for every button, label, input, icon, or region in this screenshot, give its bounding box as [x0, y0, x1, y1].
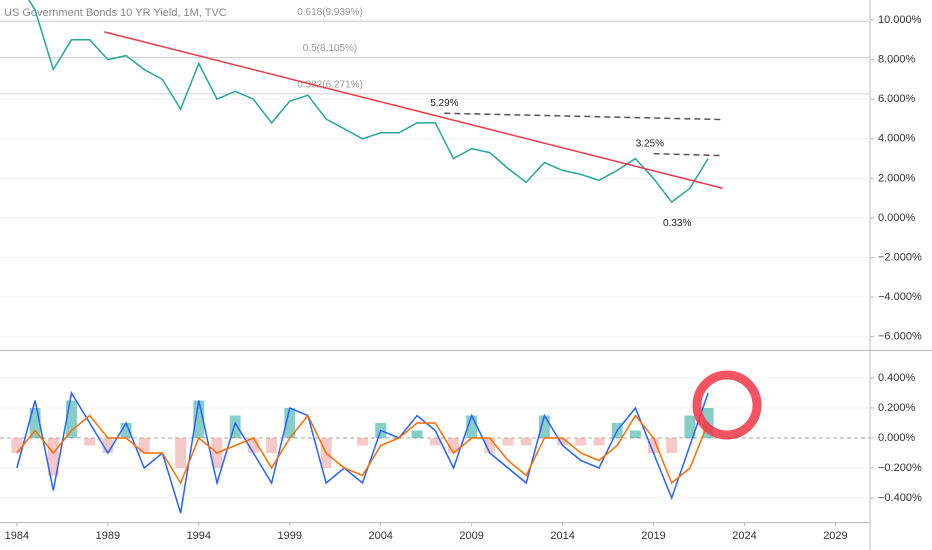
x-tick-label: 2019 [641, 530, 665, 542]
y-tick-label: −4.000% [878, 291, 922, 303]
histogram-bar [629, 430, 641, 438]
histogram-bar [138, 437, 150, 453]
histogram-bar [411, 430, 423, 438]
y-tick-label: 0.000% [878, 212, 916, 224]
x-tick-label: 2009 [459, 530, 483, 542]
y-tick-label: 4.000% [878, 133, 916, 145]
y-tick-label: 8.000% [878, 53, 916, 65]
chart-title: US Government Bonds 10 YR Yield, 1M, TVC [4, 7, 227, 19]
histogram-bar [11, 437, 23, 453]
histogram-bar [66, 400, 77, 438]
histogram-bar [266, 437, 278, 453]
histogram-bar [247, 437, 259, 453]
histogram-bar [538, 415, 550, 438]
histogram-bar [520, 437, 532, 446]
histogram-bar [193, 400, 205, 438]
histogram-bar [466, 415, 478, 438]
histogram-bar [175, 437, 187, 468]
dashed-level [653, 152, 723, 157]
fib-label: 0.5(8.105%) [303, 43, 357, 54]
histogram-bar [120, 422, 132, 438]
signal-line [16, 414, 709, 485]
histogram-bar [284, 407, 296, 438]
histogram-bar [648, 437, 660, 453]
histogram-bar [593, 437, 605, 446]
histogram-bar [47, 437, 59, 476]
fib-label: 0.618(9.939%) [297, 7, 363, 18]
y-tick-label: −0.200% [878, 462, 922, 474]
macd-line [16, 390, 709, 514]
x-tick-label: 2004 [368, 530, 392, 542]
annotation: 0.33% [663, 218, 691, 229]
annotation: 5.29% [430, 98, 458, 109]
histogram-bar [684, 415, 696, 438]
trend-line [104, 31, 723, 189]
highlight-circle [692, 370, 762, 440]
x-tick-label: 1999 [278, 530, 302, 542]
x-tick-label: 1989 [96, 530, 120, 542]
y-tick-label: −0.400% [878, 492, 922, 504]
histogram-bar [229, 415, 241, 438]
histogram-bar [484, 437, 496, 453]
histogram-bar [102, 437, 114, 453]
histogram-bar [666, 437, 678, 453]
x-tick-label: 2029 [823, 530, 847, 542]
x-tick-label: 2014 [550, 530, 574, 542]
histogram-bar [84, 437, 96, 446]
y-tick-label: 0.200% [878, 402, 916, 414]
histogram-bar [502, 437, 514, 446]
histogram-bar [429, 437, 441, 446]
x-tick-label: 1984 [5, 530, 29, 542]
histogram-bar [357, 437, 368, 446]
x-tick-label: 1994 [187, 530, 211, 542]
annotation: 3.25% [636, 138, 664, 149]
y-tick-label: 10.000% [878, 14, 922, 26]
y-tick-label: −6.000% [878, 331, 922, 343]
histogram-bar [557, 437, 569, 446]
fib-label: 0.382(6.271%) [297, 79, 363, 90]
dashed-level [444, 112, 723, 121]
histogram-bar [448, 437, 459, 453]
x-tick-label: 2024 [732, 530, 756, 542]
y-tick-label: −2.000% [878, 251, 922, 263]
y-tick-label: 2.000% [878, 172, 916, 184]
y-tick-label: 0.400% [878, 372, 916, 384]
histogram-bar [575, 437, 587, 446]
price-line [28, 0, 709, 204]
y-tick-label: 0.000% [878, 432, 916, 444]
histogram-bar [29, 407, 41, 438]
y-tick-label: 6.000% [878, 93, 916, 105]
